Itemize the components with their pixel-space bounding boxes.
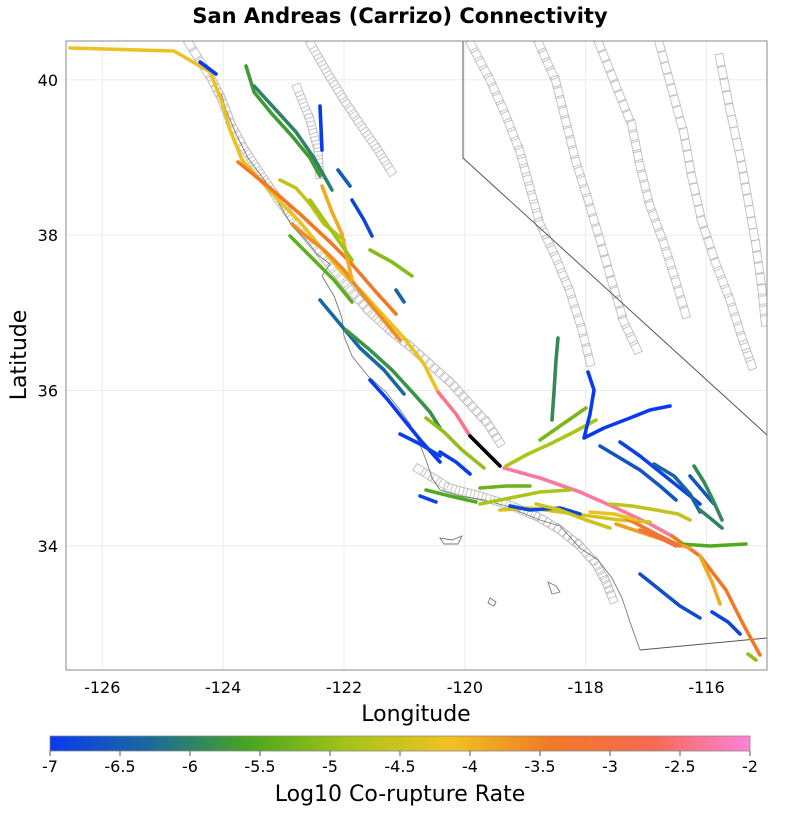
x-tick-label: -120: [447, 678, 483, 697]
fault-trace: [652, 462, 702, 514]
x-tick-label: -118: [568, 678, 604, 697]
fault-trace: [68, 46, 440, 394]
colorbar: [49, 735, 751, 752]
fault-trace: [638, 572, 702, 620]
fault-trace: [344, 328, 442, 430]
fault-trace: [394, 288, 406, 304]
fault-trace: [336, 168, 352, 188]
x-tick-label: -126: [84, 678, 120, 697]
fault-trace: [198, 60, 218, 76]
colorbar-tick-label: -6.5: [104, 757, 135, 776]
y-tick-label: 38: [38, 226, 58, 245]
x-axis-label: Longitude: [361, 702, 470, 727]
fault-trace: [588, 510, 638, 522]
fault-trace: [710, 610, 742, 636]
fault-trace: [236, 160, 398, 316]
fault-trace: [502, 466, 674, 538]
fault-trace: [252, 84, 334, 192]
fault-trace: [418, 494, 438, 504]
fault-trace: [318, 104, 324, 152]
fault-trace: [244, 64, 322, 178]
fault-trace: [308, 198, 354, 262]
fault-trace: [438, 450, 472, 476]
fault-trace: [398, 432, 442, 458]
colorbar-tick-label: -7: [42, 757, 58, 776]
map-layer: [68, 41, 767, 662]
colorbar-tick-label: -6: [182, 757, 198, 776]
fault-trace: [478, 488, 572, 506]
fault-trace: [436, 390, 472, 438]
x-tick-label: -122: [326, 678, 362, 697]
y-tick-label: 34: [38, 537, 58, 556]
island: [439, 535, 463, 545]
colorbar-label: Log10 Co-rupture Rate: [275, 782, 526, 807]
fault-trace: [688, 474, 716, 506]
fault-trace: [288, 234, 354, 304]
y-tick-label: 40: [38, 71, 58, 90]
fault-trace: [534, 502, 612, 530]
x-axis-ticks: -126 -124 -122 -120 -118 -116: [84, 678, 725, 697]
fault-trace: [318, 298, 406, 396]
x-tick-label: -116: [688, 678, 724, 697]
fault-trace: [538, 406, 588, 442]
fault-traces: [68, 46, 762, 662]
fault-trace: [746, 652, 758, 662]
y-axis-ticks: 34 36 38 40: [38, 71, 58, 556]
fault-section-outlines: [182, 41, 767, 605]
fault-trace: [290, 222, 402, 342]
fault-trace: [368, 248, 414, 278]
colorbar-tick-label: -4: [462, 757, 478, 776]
coastline: [213, 84, 641, 651]
colorbar-tick-label: -5.5: [244, 757, 275, 776]
fault-trace: [618, 440, 702, 506]
fault-trace: [320, 184, 354, 282]
colorbar-tick-label: -3: [602, 757, 618, 776]
colorbar-tick-label: -3.5: [524, 757, 555, 776]
x-tick-label: -124: [205, 678, 241, 697]
state-border: [462, 41, 767, 651]
fault-trace: [550, 336, 560, 422]
colorbar-tick-label: -2: [742, 757, 758, 776]
fault-trace: [608, 502, 692, 522]
colorbar-ticks: -7 -6.5 -6 -5.5 -5 -4.5 -4 -3.5 -3 -2.5 -2: [42, 751, 758, 776]
carrizo-section-trace: [468, 434, 502, 468]
fault-trace: [508, 504, 582, 516]
fault-trace: [424, 488, 478, 504]
fault-trace: [582, 370, 672, 440]
plot-frame: [65, 40, 768, 671]
fault-trace: [478, 484, 532, 490]
colorbar-tick-label: -4.5: [384, 757, 415, 776]
fault-trace: [698, 554, 722, 606]
chart-title: San Andreas (Carrizo) Connectivity: [192, 4, 608, 28]
island: [487, 597, 497, 607]
fault-trace: [504, 418, 598, 468]
fault-trace: [678, 542, 748, 548]
fault-trace: [638, 528, 678, 548]
colorbar-tick-label: -2.5: [664, 757, 695, 776]
grid: [66, 41, 767, 670]
y-axis-label: Latitude: [7, 310, 32, 401]
fault-trace: [698, 508, 724, 530]
fault-trace: [424, 416, 486, 470]
island: [547, 581, 561, 595]
fault-trace: [692, 464, 724, 522]
y-tick-label: 36: [38, 381, 58, 400]
fault-trace: [598, 444, 678, 502]
fault-trace: [350, 198, 374, 238]
colorbar-tick-label: -5: [322, 757, 338, 776]
